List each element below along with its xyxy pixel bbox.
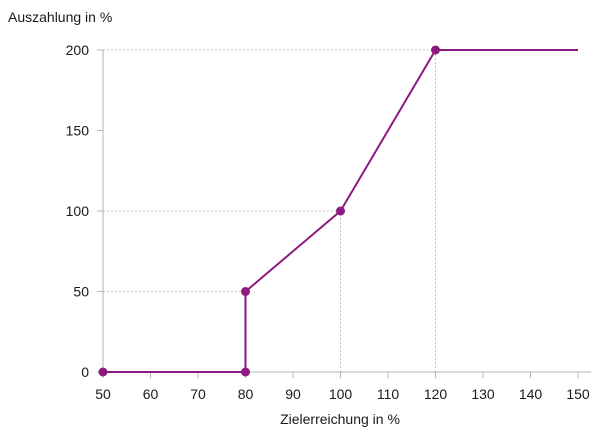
y-tick-label-50: 50 (73, 284, 89, 300)
y-tick-label-150: 150 (66, 123, 90, 139)
x-tick-label-90: 90 (285, 386, 301, 402)
x-tick-label-150: 150 (566, 386, 590, 402)
series-line (103, 49, 578, 373)
x-tick-label-50: 50 (95, 386, 111, 402)
data-point-4 (431, 45, 440, 55)
x-tick-label-140: 140 (519, 386, 543, 402)
data-point-1 (241, 367, 250, 377)
y-tick-label-100: 100 (66, 203, 90, 219)
tick-labels: 0 50 100 150 200 50 60 70 80 90 100 110 120 130 140 150 (66, 42, 590, 402)
y-tick-label-0: 0 (81, 364, 89, 380)
guide-lines (103, 49, 436, 372)
axes (97, 49, 591, 378)
x-tick-label-130: 130 (471, 386, 495, 402)
x-tick-label-70: 70 (190, 386, 206, 402)
x-tick-label-100: 100 (329, 386, 353, 402)
y-axis-title: Auszahlung in % (8, 9, 112, 25)
series-payout (98, 45, 578, 377)
data-point-3 (336, 206, 345, 216)
x-tick-label-110: 110 (377, 386, 400, 402)
x-tick-label-120: 120 (424, 386, 448, 402)
data-point-2 (241, 287, 250, 296)
y-tick-label-200: 200 (66, 42, 90, 58)
data-point-0 (98, 367, 108, 377)
x-tick-label-80: 80 (238, 386, 254, 402)
x-tick-label-60: 60 (143, 386, 159, 402)
x-axis-title: Zielerreichung in % (280, 411, 400, 427)
